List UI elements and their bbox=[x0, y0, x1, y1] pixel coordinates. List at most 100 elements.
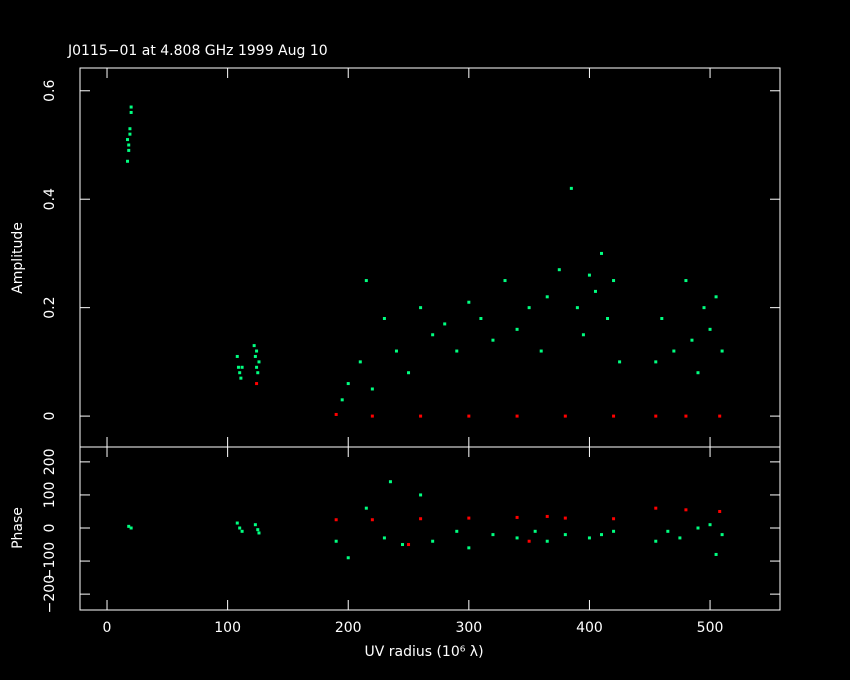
point bbox=[527, 539, 531, 543]
point bbox=[666, 529, 670, 533]
point bbox=[515, 414, 519, 418]
point bbox=[364, 506, 368, 510]
point bbox=[431, 333, 435, 337]
point bbox=[334, 539, 338, 543]
point bbox=[714, 295, 718, 299]
point bbox=[678, 536, 682, 540]
point bbox=[479, 316, 483, 320]
point bbox=[240, 529, 244, 533]
point bbox=[654, 360, 658, 364]
point bbox=[407, 543, 411, 547]
x-tick-label: 400 bbox=[576, 620, 603, 636]
point bbox=[718, 414, 722, 418]
point bbox=[600, 251, 604, 255]
point bbox=[255, 349, 259, 353]
point bbox=[255, 382, 259, 386]
point bbox=[346, 382, 350, 386]
point bbox=[491, 338, 495, 342]
x-tick-label: 200 bbox=[335, 620, 362, 636]
point bbox=[382, 316, 386, 320]
point bbox=[654, 506, 658, 510]
y-tick-label: 100 bbox=[42, 482, 58, 509]
x-tick-label: 0 bbox=[103, 620, 112, 636]
point bbox=[370, 387, 374, 391]
point bbox=[467, 546, 471, 550]
point bbox=[394, 349, 398, 353]
point bbox=[346, 556, 350, 560]
point bbox=[340, 398, 344, 402]
x-tick-label: 500 bbox=[697, 620, 724, 636]
point bbox=[708, 327, 712, 331]
point bbox=[515, 515, 519, 519]
point bbox=[334, 412, 338, 416]
point bbox=[527, 306, 531, 310]
point bbox=[618, 360, 622, 364]
point bbox=[600, 533, 604, 537]
point bbox=[240, 365, 244, 369]
y-tick-label: −100 bbox=[42, 542, 58, 580]
point bbox=[606, 316, 610, 320]
point bbox=[533, 529, 537, 533]
point bbox=[419, 414, 423, 418]
point bbox=[257, 360, 261, 364]
point bbox=[587, 536, 591, 540]
point bbox=[690, 338, 694, 342]
point bbox=[575, 306, 579, 310]
point bbox=[702, 306, 706, 310]
point bbox=[255, 365, 259, 369]
point bbox=[129, 110, 133, 114]
point bbox=[419, 517, 423, 521]
point bbox=[720, 533, 724, 537]
y-axis-label: Phase bbox=[10, 507, 26, 549]
plot-frame bbox=[79, 67, 781, 448]
plot-frame bbox=[79, 446, 781, 611]
point bbox=[364, 279, 368, 283]
point bbox=[503, 279, 507, 283]
point bbox=[515, 536, 519, 540]
x-tick-label: 100 bbox=[214, 620, 241, 636]
point bbox=[370, 518, 374, 522]
point bbox=[128, 127, 132, 131]
point bbox=[557, 268, 561, 272]
point bbox=[684, 279, 688, 283]
point bbox=[563, 533, 567, 537]
point bbox=[256, 371, 260, 375]
point bbox=[545, 539, 549, 543]
point bbox=[714, 552, 718, 556]
point bbox=[612, 414, 616, 418]
point bbox=[370, 414, 374, 418]
point bbox=[127, 524, 131, 528]
point bbox=[126, 138, 130, 142]
point bbox=[684, 414, 688, 418]
y-axis-label: Amplitude bbox=[10, 222, 26, 294]
point bbox=[491, 533, 495, 537]
point bbox=[455, 529, 459, 533]
point bbox=[129, 526, 133, 530]
point bbox=[334, 518, 338, 522]
point bbox=[253, 354, 257, 358]
point bbox=[672, 349, 676, 353]
point bbox=[419, 306, 423, 310]
point bbox=[684, 508, 688, 512]
y-tick-label: 0.4 bbox=[42, 188, 58, 210]
point bbox=[545, 295, 549, 299]
point bbox=[696, 526, 700, 530]
point bbox=[696, 371, 700, 375]
x-axis-label: UV radius (10⁶ λ) bbox=[364, 644, 483, 660]
point bbox=[539, 349, 543, 353]
point bbox=[388, 480, 392, 484]
y-tick-label: 0 bbox=[42, 412, 58, 421]
point bbox=[257, 531, 261, 535]
point bbox=[127, 148, 131, 152]
point bbox=[708, 523, 712, 527]
point bbox=[238, 371, 242, 375]
point bbox=[431, 539, 435, 543]
point bbox=[235, 521, 239, 525]
point bbox=[238, 526, 242, 530]
y-tick-label: 0.6 bbox=[42, 80, 58, 102]
point bbox=[612, 529, 616, 533]
point bbox=[467, 516, 471, 520]
point bbox=[654, 539, 658, 543]
